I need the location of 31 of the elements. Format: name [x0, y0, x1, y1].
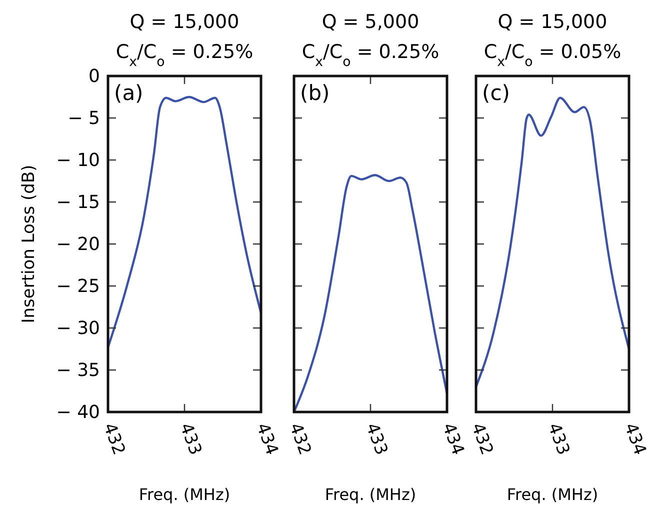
y-tick-label: − 5 — [68, 108, 100, 129]
y-tick-label: − 25 — [56, 276, 100, 297]
chart-title: Q = 15,000 — [130, 11, 240, 33]
x-tick-label: 433 — [361, 420, 392, 458]
chart-subtitle: C$_{x}$/C$_{o}$ = 0.25% — [116, 41, 254, 70]
y-tick-label: 0 — [88, 66, 100, 87]
chart-title: Q = 5,000 — [322, 11, 420, 33]
x-tick-label: 432 — [98, 420, 129, 458]
x-tick-label: 432 — [466, 420, 497, 458]
y-tick-label: − 20 — [56, 234, 100, 255]
annotation: (c) — [482, 81, 510, 105]
x-axis-title: Freq. (MHz) — [506, 485, 598, 504]
chart-title: Q = 15,000 — [498, 11, 608, 33]
annotation: (a) — [114, 81, 144, 105]
x-tick-label: 432 — [284, 420, 315, 458]
x-tick-label: 433 — [175, 420, 206, 458]
x-tick-label: 434 — [438, 420, 468, 458]
y-tick-label: − 10 — [56, 150, 100, 171]
x-tick-label: 434 — [620, 420, 650, 458]
x-axis-title: Freq. (MHz) — [324, 485, 416, 504]
y-tick-label: − 30 — [56, 318, 100, 339]
y-tick-label: − 40 — [56, 402, 100, 423]
y-tick-label: − 15 — [56, 192, 100, 213]
x-axis-title: Freq. (MHz) — [138, 485, 230, 504]
x-tick-label: 434 — [252, 420, 282, 458]
y-tick-label: − 35 — [56, 360, 100, 381]
y-axis-title: Insertion Loss (dB) — [19, 164, 39, 324]
chart-subtitle: C$_{x}$/C$_{o}$ = 0.05% — [484, 41, 622, 70]
annotation: (b) — [300, 81, 330, 105]
chart-subtitle: C$_{x}$/C$_{o}$ = 0.25% — [302, 41, 440, 70]
x-tick-label: 433 — [543, 420, 574, 458]
